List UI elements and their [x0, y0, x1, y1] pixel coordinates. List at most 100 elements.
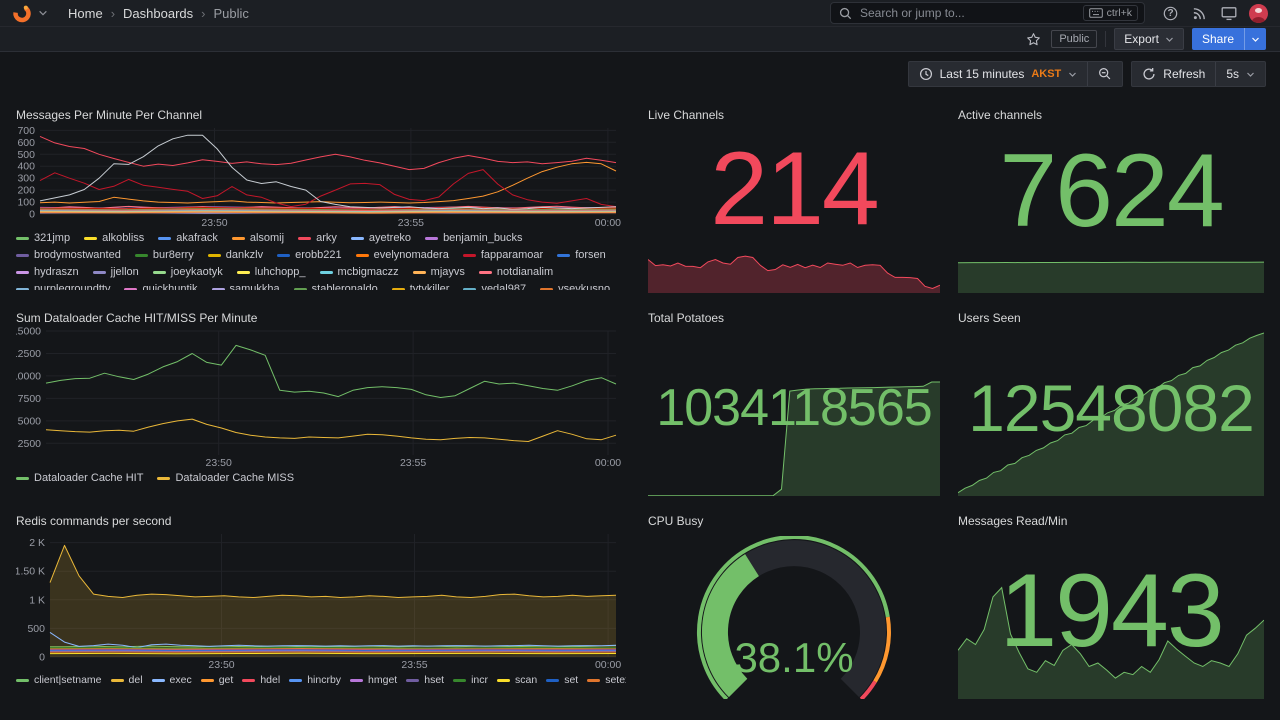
- panel-dataloader-cache: Sum Dataloader Cache HIT/MISS Per Minute…: [8, 303, 634, 496]
- legend-item[interactable]: hmget: [350, 673, 397, 687]
- legend-item[interactable]: setex: [587, 673, 626, 687]
- org-switcher-chevron-icon[interactable]: [38, 8, 48, 18]
- panel-title[interactable]: Total Potatoes: [648, 311, 725, 325]
- news-button[interactable]: [1190, 4, 1209, 23]
- legend-item[interactable]: vedal987: [463, 282, 526, 290]
- search-icon: [839, 7, 852, 20]
- legend-item[interactable]: quickhuntik: [124, 282, 198, 290]
- panel-users-seen: Users Seen 12548082: [950, 303, 1272, 496]
- legend-item[interactable]: brodymostwanted: [16, 248, 121, 262]
- breadcrumb-dashboards[interactable]: Dashboards: [123, 5, 194, 21]
- svg-text:12500: 12500: [16, 348, 41, 360]
- legend-item[interactable]: set: [546, 673, 578, 687]
- live-channels-sparkline: [648, 255, 940, 293]
- users-seen-sparkline: [958, 332, 1264, 496]
- legend-item[interactable]: fapparamoar: [462, 248, 543, 262]
- monitor-button[interactable]: [1219, 4, 1239, 23]
- legend-item[interactable]: jjellon: [92, 265, 139, 279]
- legend-item[interactable]: alkobliss: [84, 231, 144, 245]
- legend-item[interactable]: purplegroundttv: [16, 282, 110, 290]
- grafana-logo-icon[interactable]: [12, 3, 32, 23]
- panel-title[interactable]: Redis commands per second: [16, 514, 172, 528]
- shortcut-badge: ctrl+k: [1082, 5, 1138, 21]
- legend-item[interactable]: incr: [453, 673, 488, 687]
- legend-item[interactable]: hydraszn: [16, 265, 79, 279]
- legend-item[interactable]: forsen: [557, 248, 606, 262]
- legend-item[interactable]: get: [200, 673, 233, 687]
- panel-title[interactable]: Messages Per Minute Per Channel: [16, 108, 203, 122]
- svg-text:600: 600: [17, 137, 35, 149]
- svg-text:2500: 2500: [18, 438, 42, 450]
- legend-item[interactable]: luhchopp_: [236, 265, 306, 279]
- help-button[interactable]: ?: [1161, 4, 1180, 23]
- legend-item[interactable]: samukkha: [211, 282, 280, 290]
- export-label: Export: [1124, 32, 1159, 46]
- legend-item[interactable]: alsomij: [231, 231, 284, 245]
- search-input[interactable]: Search or jump to... ctrl+k: [830, 2, 1145, 24]
- export-button[interactable]: Export: [1114, 28, 1184, 50]
- panel-title[interactable]: Users Seen: [958, 311, 1021, 325]
- legend-item[interactable]: joeykaotyk: [152, 265, 223, 279]
- legend-item[interactable]: Dataloader Cache HIT: [16, 471, 143, 485]
- legend-item[interactable]: stableronaldo: [293, 282, 378, 290]
- legend-item[interactable]: evelynomadera: [355, 248, 449, 262]
- legend-item[interactable]: scan: [497, 673, 537, 687]
- legend-swatch-icon: [16, 236, 29, 240]
- legend-swatch-icon: [242, 678, 256, 682]
- legend-item[interactable]: arky: [298, 231, 337, 245]
- legend-item[interactable]: Dataloader Cache MISS: [157, 471, 294, 485]
- legend-item[interactable]: hset: [406, 673, 444, 687]
- time-range-button[interactable]: Last 15 minutes AKST: [909, 62, 1088, 86]
- panel-title[interactable]: Sum Dataloader Cache HIT/MISS Per Minute: [16, 311, 258, 325]
- svg-text:00:00: 00:00: [595, 457, 621, 468]
- nav-left: Home › Dashboards › Public: [12, 3, 249, 23]
- timezone-label: AKST: [1031, 68, 1062, 80]
- legend-item[interactable]: ayetreko: [350, 231, 411, 245]
- panel-title[interactable]: Messages Read/Min: [958, 514, 1068, 528]
- legend-item[interactable]: dankzlv: [207, 248, 263, 262]
- legend-item[interactable]: mjayvs: [412, 265, 465, 279]
- chevron-down-icon: [1165, 35, 1174, 44]
- legend-label: del: [128, 674, 143, 686]
- star-button[interactable]: [1024, 30, 1043, 49]
- avatar[interactable]: [1249, 3, 1268, 23]
- breadcrumb-home[interactable]: Home: [68, 5, 103, 21]
- legend-item[interactable]: 321jmp: [16, 231, 70, 245]
- legend-item[interactable]: akafrack: [158, 231, 218, 245]
- panel-title[interactable]: CPU Busy: [648, 514, 704, 528]
- refresh-group: Refresh 5s: [1131, 61, 1266, 87]
- legend-swatch-icon: [463, 287, 477, 290]
- legend-item[interactable]: exec: [151, 673, 192, 687]
- breadcrumb-separator: ›: [110, 5, 116, 21]
- share-button[interactable]: Share: [1191, 28, 1244, 50]
- panel-title[interactable]: Live Channels: [648, 108, 725, 122]
- legend-item[interactable]: notdianalim: [478, 265, 553, 279]
- legend-item[interactable]: del: [110, 673, 143, 687]
- panel-live-channels: Live Channels 214: [640, 100, 948, 293]
- share-menu-button[interactable]: [1244, 28, 1266, 50]
- refresh-interval-button[interactable]: 5s: [1215, 62, 1265, 86]
- legend-item[interactable]: hdel: [242, 673, 280, 687]
- chevron-down-icon: [1068, 70, 1077, 79]
- svg-text:7500: 7500: [18, 393, 42, 405]
- legend-swatch-icon: [350, 236, 364, 240]
- legend-item[interactable]: client|setname: [16, 673, 102, 687]
- legend-item[interactable]: erobb221: [277, 248, 342, 262]
- legend-label: arky: [316, 232, 337, 244]
- legend-swatch-icon: [478, 270, 492, 274]
- legend-swatch-icon: [412, 270, 426, 274]
- legend-item[interactable]: bur8erry: [134, 248, 194, 262]
- legend-item[interactable]: tytykiller: [391, 282, 449, 290]
- legend-swatch-icon: [207, 253, 221, 257]
- refresh-button[interactable]: Refresh: [1132, 62, 1215, 86]
- panel-title[interactable]: Active channels: [958, 108, 1043, 122]
- legend-item[interactable]: mcbigmaczz: [319, 265, 399, 279]
- legend-item[interactable]: hincrby: [289, 673, 341, 687]
- legend-swatch-icon: [157, 476, 171, 480]
- legend-item[interactable]: vsevkusno: [540, 282, 610, 290]
- svg-text:23:55: 23:55: [401, 659, 427, 670]
- legend-item[interactable]: benjamin_bucks: [425, 231, 523, 245]
- legend-swatch-icon: [211, 287, 225, 290]
- svg-text:1.50 K: 1.50 K: [16, 566, 45, 578]
- zoom-out-button[interactable]: [1087, 62, 1122, 86]
